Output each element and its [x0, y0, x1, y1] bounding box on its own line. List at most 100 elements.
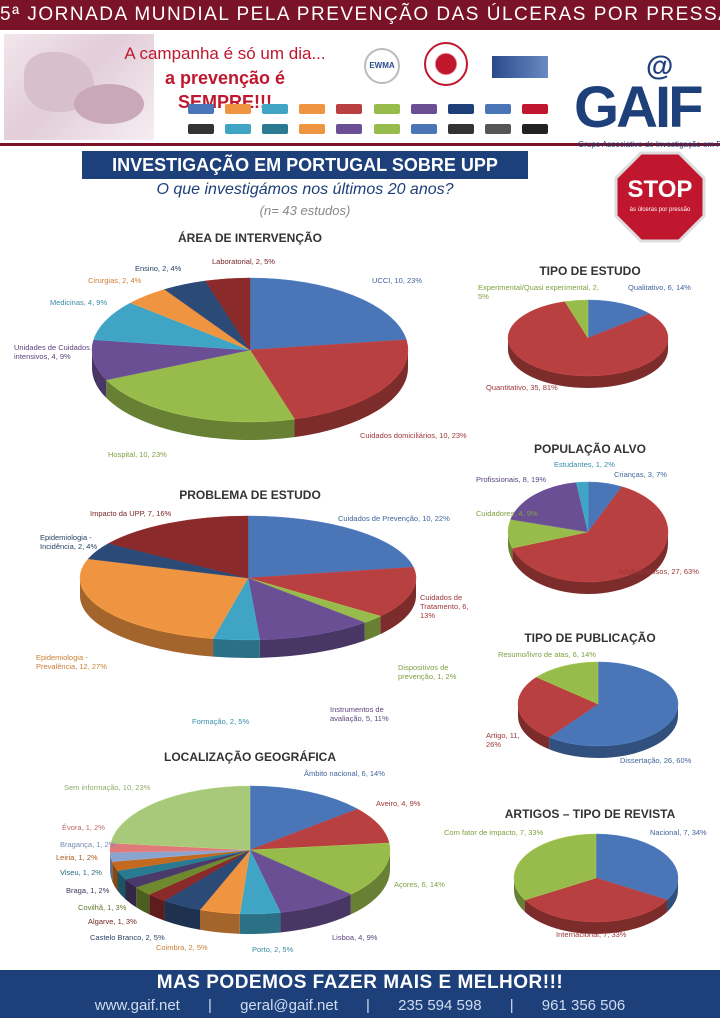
pie-slice-label: Internacional, 7, 33% [556, 930, 627, 939]
pie-slice [249, 842, 391, 895]
pie-slice [564, 299, 589, 339]
pie-slice [247, 515, 414, 579]
chart-title-problema: PROBLEMA DE ESTUDO [179, 488, 321, 502]
partner-logos-row-1 [188, 104, 548, 118]
pie-slice-label: Cuidados domiciliários, 10, 23% [360, 431, 467, 440]
footer: MAS PODEMOS FAZER MAIS E MELHOR!!! www.g… [0, 970, 720, 1018]
pie-slice [249, 808, 390, 851]
pie-slice-side [294, 350, 408, 438]
email-link[interactable]: geral@gaif.net [240, 997, 338, 1014]
pie-slice [513, 833, 597, 901]
header-banner: A campanha é só um dia... a prevenção é … [0, 30, 720, 149]
pie-slice-label: Sem informação, 10, 23% [64, 783, 151, 792]
chart-title-revista: ARTIGOS – TIPO DE REVISTA [504, 807, 676, 821]
chart-title-populacao: POPULAÇÃO ALVO [533, 442, 646, 456]
pie-slice [576, 481, 589, 533]
ewma-logo: EWMA [364, 48, 400, 84]
slogan-line-1: A campanha é só um dia... [124, 44, 326, 63]
pie-slice-side [512, 532, 668, 595]
footer-message: MAS PODEMOS FAZER MAIS E MELHOR!!! [156, 972, 564, 993]
pie-slice-label: Profissionais, 8, 19% [476, 475, 546, 484]
pie-slice-label: Castelo Branco, 2, 5% [90, 933, 165, 942]
pie-slice [517, 676, 599, 738]
photo-shape [74, 84, 144, 124]
pie-slice-label: Algarve, 1, 3% [88, 917, 137, 926]
pie-slice [79, 558, 249, 639]
pie-slice-label: Açores, 6, 14% [394, 880, 445, 889]
gaif-subtitle: Grupo Associativo de Investigação em Fer… [578, 140, 720, 149]
pie-slice [524, 877, 668, 923]
pie-slice-label: Formação, 2, 5% [192, 717, 249, 726]
pie-slice [249, 339, 409, 420]
pie-slice-label: Experimental/Quasi experimental, 2, 5% [478, 283, 599, 301]
pie-slice-label: Covilhã, 1, 3% [78, 903, 127, 912]
pie-chart-4: Dissertação, 26, 60% Artigo, 11, 26% Resumo… [486, 650, 692, 765]
pie-slice-label: Cirurgias, 2, 4% [88, 276, 142, 285]
pie-slice-side [508, 532, 513, 561]
pie-slice [507, 301, 669, 377]
pie-slice-side [524, 900, 668, 935]
separator: | [509, 997, 514, 1014]
pie-slice [535, 661, 599, 705]
pie-slice [510, 482, 589, 533]
pie-slice-label: Qualitativo, 6, 14% [628, 283, 691, 292]
pie-slice-label: Medicinas, 4, 9% [50, 298, 107, 307]
pie-slice-label: Porto, 2, 5% [252, 945, 294, 954]
pie-slice-label: Ensino, 2, 4% [135, 264, 182, 273]
page-subtitle: O que investigámos nos últimos 20 anos? [156, 181, 454, 198]
pie-slice [105, 349, 295, 423]
website-link[interactable]: www.gaif.net [94, 997, 180, 1014]
pie-slice-side [239, 912, 281, 934]
pie-slice-label: Cuidadores, 4, 9% [476, 509, 538, 518]
pie-slice-label: Nacional, 7, 34% [650, 828, 707, 837]
pie-slice [110, 785, 251, 851]
separator: | [366, 997, 370, 1014]
pie-slice-label: Adultos/Idosos, 27, 63% [618, 567, 699, 576]
pie-slice-side [364, 616, 381, 641]
pie-slice-side [117, 870, 126, 900]
pie-slice [108, 515, 249, 579]
pie-slice [548, 661, 679, 747]
pie-slice-side [213, 638, 260, 659]
chart-title-publicacao: TIPO DE PUBLICAÇÃO [524, 631, 656, 645]
pie-slice-label: Quantitativo, 35, 81% [486, 383, 558, 392]
pie-charts: UCCI, 10, 23% Cuidados domiciliários, 10,… [14, 257, 707, 954]
stop-sign-icon: STOP às úlceras por pressão [614, 151, 706, 243]
pie-slice-side [508, 338, 668, 388]
partner-logos-row-2 [188, 124, 548, 138]
pie-slice-side [164, 900, 200, 930]
pie-slice-side [199, 909, 240, 934]
pie-slice-label: Crianças, 3, 7% [614, 470, 667, 479]
event-title: 5ª JORNADA MUNDIAL PELA PREVENÇÃO DAS ÚL… [0, 4, 720, 25]
pie-slice-side [149, 894, 165, 921]
pie-slice [247, 566, 417, 617]
pie-slice-side [136, 887, 150, 915]
pie-slice-side [80, 578, 214, 657]
pie-slice [91, 339, 251, 381]
pie-slice [93, 302, 251, 351]
pie-slice-label: Aveiro, 4, 9% [376, 799, 421, 808]
pie-slice-side [110, 852, 113, 882]
pie-slice-side [259, 622, 365, 658]
pie-slice-side [518, 704, 550, 750]
ewma-logo-text: EWMA [369, 61, 395, 70]
pie-chart-0: UCCI, 10, 23% Cuidados domiciliários, 10,… [14, 257, 467, 459]
pie-chart-3: Crianças, 3, 7% Adultos/Idosos, 27, 63% Cu… [476, 460, 699, 595]
pie-slice-label: Instrumentos de avaliação, 5, 11% [330, 705, 389, 723]
pie-slice-side [280, 894, 351, 933]
chart-title-area: ÁREA DE INTERVENÇÃO [177, 231, 323, 245]
stop-subtext: às úlceras por pressão [630, 207, 691, 213]
pie-slice [249, 277, 407, 351]
pie-slice-label: Leiria, 1, 2% [56, 853, 98, 862]
pie-slice-side [350, 850, 390, 915]
pie-slice [247, 577, 366, 641]
pie-slice-label: Artigo, 11, 26% [486, 731, 520, 749]
gaif-at-symbol: @ [646, 50, 674, 81]
pie-chart-1: Qualitativo, 6, 14% Quantitativo, 35, 81%… [478, 283, 691, 392]
pie-chart-5: Âmbito nacional, 6, 14% Aveiro, 4, 9% Açor… [56, 769, 445, 954]
pie-chart-6: Nacional, 7, 34% Internacional, 7, 33% Com… [444, 828, 707, 939]
pie-slice-label: Impacto da UPP, 7, 16% [90, 509, 171, 518]
pie-slice-side [106, 379, 295, 441]
phone-2: 961 356 506 [541, 997, 626, 1014]
separator: | [208, 997, 212, 1014]
